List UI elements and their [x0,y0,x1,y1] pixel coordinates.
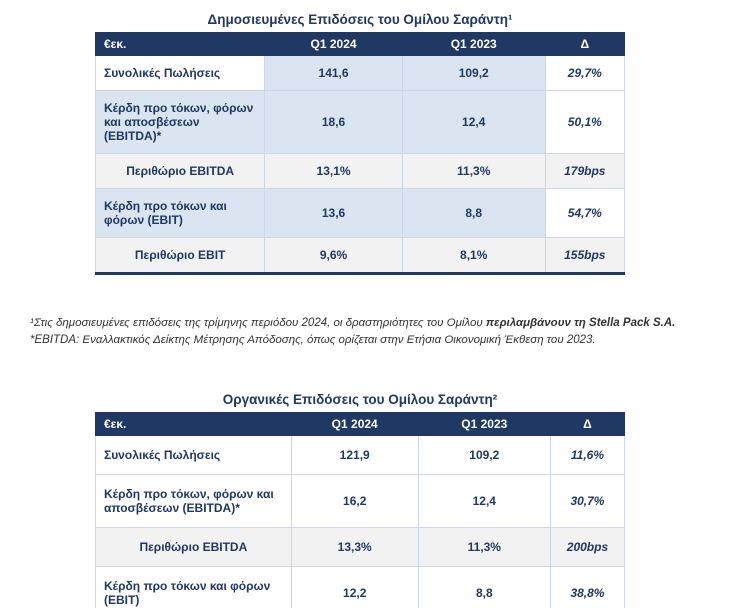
table-row-total-sales: Συνολικές Πωλήσεις 141,6 109,2 29,7% [94,55,626,91]
value-q1-2024: 16,2 [290,474,419,529]
organic-performance-table: €εκ. Q1 2024 Q1 2023 Δ Συνολικές Πωλήσει… [95,412,626,608]
column-header-q1-2024: Q1 2024 [290,412,419,437]
value-q1-2023: 11,3% [401,153,546,189]
value-q1-2023: 12,4 [417,474,551,529]
table-row-ebitda-margin: Περιθώριο EBITDA 13,1% 11,3% 179bps [94,153,626,189]
table-row-ebitda-margin: Περιθώριο EBITDA 13,3% 11,3% 200bps [95,527,626,568]
table-row-ebit-margin: Περιθώριο EBIT 9,6% 8,1% 155bps [94,237,626,274]
value-q1-2023: 109,2 [417,435,551,476]
column-header-q1-2024: Q1 2024 [264,32,403,56]
column-header-delta: Δ [549,412,626,437]
value-delta: 155bps [544,237,626,274]
row-label: Περιθώριο EBIT [94,237,266,274]
value-q1-2024: 9,6% [264,237,403,274]
value-delta: 30,7% [549,474,626,529]
table-row-ebitda: Κέρδη προ τόκων, φόρων και αποσβέσεων (E… [94,90,626,154]
value-q1-2024: 121,9 [290,435,419,476]
table-row-ebitda: Κέρδη προ τόκων, φόρων και αποσβέσεων (E… [95,474,626,529]
value-delta: 54,7% [544,188,626,238]
value-delta: 29,7% [544,55,626,91]
value-q1-2024: 13,1% [264,153,403,189]
footnote-1-text: ¹Στις δημοσιευμένες επιδόσεις της τρίμην… [30,317,486,329]
table-row-ebit: Κέρδη προ τόκων και φόρων (EBIT) 12,2 8,… [95,566,626,608]
value-q1-2023: 109,2 [401,55,546,91]
value-q1-2024: 12,2 [290,566,419,608]
column-header-unit: €εκ. [94,32,266,56]
column-header-delta: Δ [544,32,626,56]
value-q1-2023: 8,8 [401,188,546,238]
published-performance-section: Δημοσιευμένες Επιδόσεις του Ομίλου Σαράν… [94,12,626,275]
published-table-title: Δημοσιευμένες Επιδόσεις του Ομίλου Σαράν… [207,12,513,27]
column-header-q1-2023: Q1 2023 [417,412,551,437]
row-label: Συνολικές Πωλήσεις [95,435,292,476]
row-label: Κέρδη προ τόκων και φόρων (EBIT) [94,188,266,238]
organic-table-title: Οργανικές Επιδόσεις του Ομίλου Σαράντη² [222,392,498,408]
value-q1-2024: 13,3% [290,527,419,568]
value-q1-2023: 11,3% [417,527,551,568]
row-label: Κέρδη προ τόκων και φόρων (EBIT) [95,566,292,608]
row-label: Περιθώριο EBITDA [94,153,266,189]
value-delta: 38,8% [549,566,626,608]
table-row-ebit: Κέρδη προ τόκων και φόρων (EBIT) 13,6 8,… [94,188,626,238]
row-label: Κέρδη προ τόκων, φόρων και αποσβέσεων (E… [94,90,266,154]
value-q1-2024: 18,6 [264,90,403,154]
column-header-unit: €εκ. [95,412,292,437]
row-label: Συνολικές Πωλήσεις [94,55,266,91]
value-delta: 11,6% [549,435,626,476]
column-header-q1-2023: Q1 2023 [401,32,546,56]
value-delta: 50,1% [544,90,626,154]
footnote-2-text: *EBITDA: Εναλλακτικός Δείκτης Μέτρησης Α… [30,333,596,346]
footnote-1: ¹Στις δημοσιευμένες επιδόσεις της τρίμην… [30,315,730,332]
value-delta: 200bps [549,527,626,568]
footnote-2: *EBITDA: Εναλλακτικός Δείκτης Μέτρησης Α… [30,332,730,349]
header-row: €εκ. Q1 2024 Q1 2023 Δ [95,412,626,437]
value-delta: 179bps [544,153,626,189]
row-label: Κέρδη προ τόκων, φόρων και αποσβέσεων (E… [95,474,292,529]
table-row-total-sales: Συνολικές Πωλήσεις 121,9 109,2 11,6% [95,435,626,476]
value-q1-2023: 8,1% [401,237,546,274]
published-performance-table: €εκ. Q1 2024 Q1 2023 Δ Συνολικές Πωλήσει… [94,32,626,275]
value-q1-2023: 8,8 [417,566,551,608]
organic-performance-section: Οργανικές Επιδόσεις του Ομίλου Σαράντη² … [95,392,626,608]
header-row: €εκ. Q1 2024 Q1 2023 Δ [94,32,626,56]
footnotes: ¹Στις δημοσιευμένες επιδόσεις της τρίμην… [30,315,730,348]
value-q1-2024: 141,6 [264,55,403,91]
value-q1-2024: 13,6 [264,188,403,238]
value-q1-2023: 12,4 [401,90,546,154]
row-label: Περιθώριο EBITDA [95,527,292,568]
footnote-1-bold: περιλαμβάνουν τη Stella Pack S.A. [485,317,676,329]
